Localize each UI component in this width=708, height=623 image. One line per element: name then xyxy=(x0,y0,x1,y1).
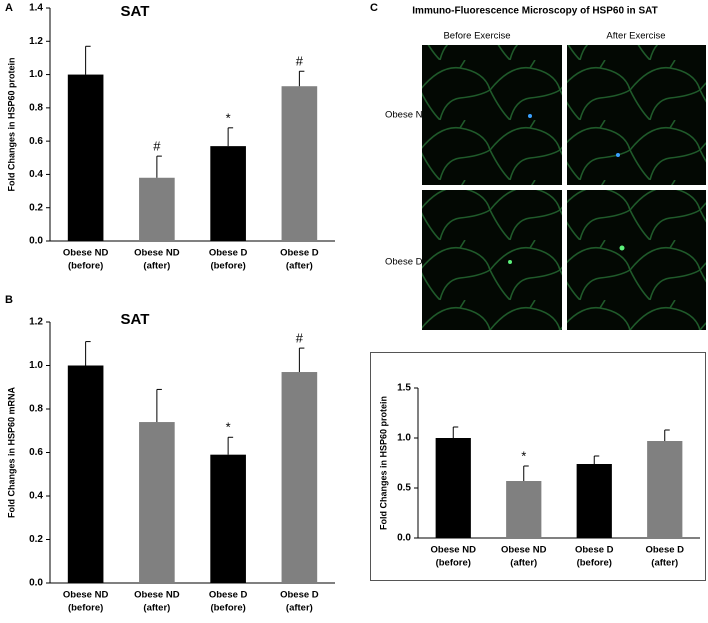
x-tick-label: (before) xyxy=(68,603,103,614)
microscopy-title: Immuno-Fluorescence Microscopy of HSP60 … xyxy=(412,6,657,17)
y-tick-label: 1.5 xyxy=(397,383,411,394)
x-tick-label: Obese D xyxy=(575,545,614,556)
y-tick-label: 0.4 xyxy=(29,491,43,502)
x-tick-label: Obese D xyxy=(209,590,248,601)
y-tick-label: 0.5 xyxy=(397,483,411,494)
y-tick-label: 1.0 xyxy=(29,69,43,80)
x-tick-label: Obese ND xyxy=(63,590,109,601)
chart-title: SAT xyxy=(121,311,150,328)
bar xyxy=(210,146,246,241)
x-tick-label: Obese ND xyxy=(501,545,547,556)
x-tick-label: (before) xyxy=(210,603,245,614)
x-tick-label: (after) xyxy=(286,603,313,614)
micrograph xyxy=(567,45,706,185)
x-tick-label: (before) xyxy=(68,261,103,272)
x-tick-label: Obese ND xyxy=(63,248,109,259)
y-tick-label: 0.6 xyxy=(29,136,43,147)
bar xyxy=(139,177,175,241)
y-axis-label: Fold Changes in HSP60 mRNA xyxy=(6,386,16,518)
y-tick-label: 0.2 xyxy=(29,534,43,545)
x-tick-label: Obese D xyxy=(280,590,319,601)
bar xyxy=(210,454,246,583)
bar xyxy=(67,74,104,241)
bar xyxy=(647,441,683,538)
bar xyxy=(281,372,318,583)
bar xyxy=(576,464,612,538)
x-tick-label: (after) xyxy=(143,603,170,614)
y-tick-label: 0.8 xyxy=(29,404,43,415)
x-tick-label: (before) xyxy=(436,558,471,569)
x-tick-label: Obese ND xyxy=(134,590,180,601)
bar xyxy=(67,365,104,583)
micrograph xyxy=(422,190,562,330)
significance-marker: * xyxy=(521,448,526,463)
x-tick-label: Obese D xyxy=(209,248,248,259)
x-tick-label: Obese D xyxy=(280,248,319,259)
row-label: Obese D xyxy=(385,257,423,268)
x-tick-label: (after) xyxy=(510,558,537,569)
y-axis-label: Fold Changes in HSP60 protein xyxy=(378,396,388,530)
stain xyxy=(528,114,532,118)
column-label: After Exercise xyxy=(606,31,665,42)
significance-marker: * xyxy=(226,110,231,125)
significance-marker: # xyxy=(153,139,161,154)
y-tick-label: 0.4 xyxy=(29,169,43,180)
chart-title: SAT xyxy=(121,3,150,20)
y-tick-label: 0.0 xyxy=(29,578,43,589)
micrograph xyxy=(567,190,706,330)
x-tick-label: (after) xyxy=(286,261,313,272)
significance-marker: # xyxy=(296,331,304,346)
x-tick-label: Obese D xyxy=(645,545,684,556)
bar xyxy=(281,86,318,241)
y-axis-label: Fold Changes in HSP60 protein xyxy=(6,57,16,191)
panel-label: C xyxy=(370,2,378,14)
stain xyxy=(508,260,512,264)
x-tick-label: (before) xyxy=(210,261,245,272)
y-tick-label: 0.0 xyxy=(397,533,411,544)
significance-marker: * xyxy=(226,420,231,435)
y-tick-label: 0.6 xyxy=(29,447,43,458)
stain xyxy=(619,245,625,251)
significance-marker: # xyxy=(296,54,304,69)
y-tick-label: 1.2 xyxy=(29,317,43,328)
y-tick-label: 0.8 xyxy=(29,102,43,113)
panel-label: A xyxy=(5,2,13,14)
x-tick-label: Obese ND xyxy=(431,545,477,556)
panel-frame xyxy=(370,352,706,581)
y-tick-label: 1.4 xyxy=(29,3,43,14)
micrograph xyxy=(422,45,562,185)
bar xyxy=(506,481,542,538)
panel-label: B xyxy=(5,294,13,306)
y-tick-label: 0.0 xyxy=(29,236,43,247)
x-tick-label: (after) xyxy=(143,261,170,272)
y-tick-label: 1.0 xyxy=(397,433,411,444)
column-label: Before Exercise xyxy=(443,31,510,42)
x-tick-label: (after) xyxy=(651,558,678,569)
y-tick-label: 0.2 xyxy=(29,202,43,213)
x-tick-label: (before) xyxy=(577,558,612,569)
bar xyxy=(139,422,175,583)
y-tick-label: 1.2 xyxy=(29,36,43,47)
x-tick-label: Obese ND xyxy=(134,248,180,259)
bar xyxy=(435,438,471,538)
row-label: Obese ND xyxy=(385,110,429,121)
stain xyxy=(616,153,620,157)
y-tick-label: 1.0 xyxy=(29,360,43,371)
